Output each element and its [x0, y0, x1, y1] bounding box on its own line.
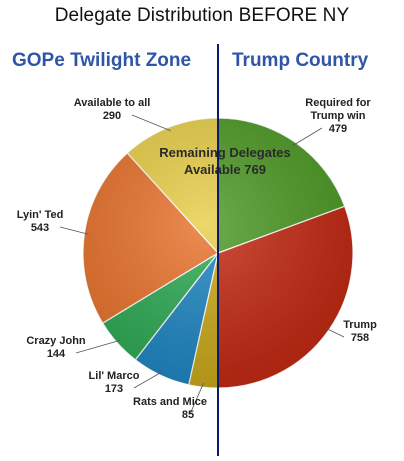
remaining-annotation-line1: Remaining Delegates — [159, 145, 291, 160]
slice-label: Crazy John 144 — [26, 335, 86, 360]
leader-line — [189, 383, 204, 415]
leader-line — [131, 114, 171, 132]
slice-value: 543 — [31, 222, 49, 234]
leader-line — [325, 327, 345, 338]
slice-value: 290 — [103, 110, 121, 122]
slice-label: Rats and Mice 85 — [133, 396, 207, 421]
leader-line — [75, 339, 121, 354]
slice-value: 144 — [47, 348, 66, 360]
slice-value: 173 — [105, 383, 123, 395]
remaining-annotation-line2: Available 769 — [184, 162, 266, 177]
slice-value: 85 — [182, 409, 194, 421]
chart-title: Delegate Distribution BEFORE NY — [54, 5, 350, 26]
leader-line — [133, 371, 163, 389]
slice-value: 758 — [351, 332, 369, 344]
slice-value: 479 — [329, 123, 347, 135]
slice-label: Available to all 290 — [74, 97, 151, 122]
slice-label: Required for Trump win 479 — [305, 97, 371, 135]
slice-label: Lyin' Ted 543 — [17, 209, 64, 234]
zone-divider — [217, 44, 219, 456]
slice-label: Lil' Marco 173 — [89, 370, 140, 395]
left-zone-label: GOPe Twilight Zone — [12, 50, 192, 71]
leader-line — [59, 226, 89, 235]
leader-line — [292, 127, 323, 146]
slice-label: Trump 758 — [343, 319, 377, 344]
right-zone-label: Trump Country — [232, 50, 369, 71]
